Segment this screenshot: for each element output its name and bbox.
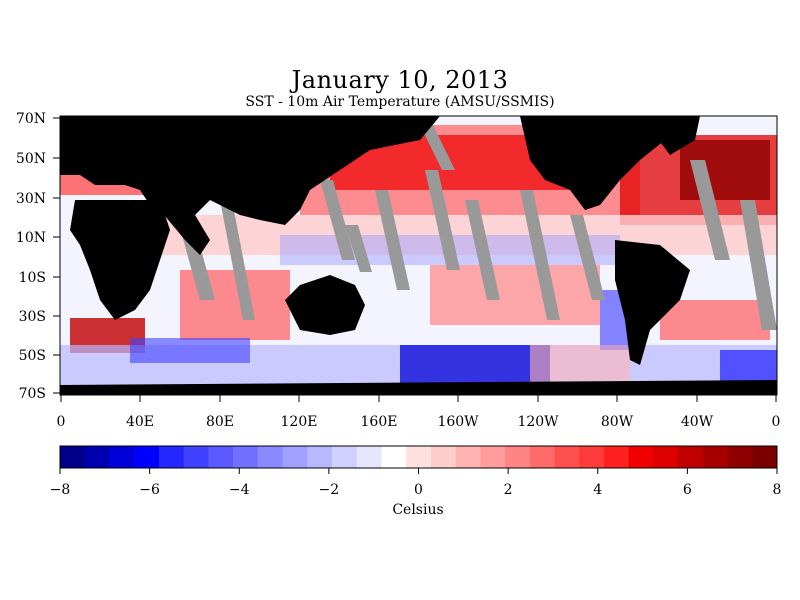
lon-label-40w: 40W (681, 414, 714, 430)
colorbar-cell (134, 446, 160, 468)
colorbar-cell (331, 446, 358, 468)
colorbar-cell (455, 446, 481, 468)
colorbar-cell (406, 446, 432, 468)
colorbar-tick-label: 0 (414, 482, 423, 498)
colorbar-cell (109, 446, 135, 468)
colorbar-cell (60, 446, 86, 468)
lat-label-30s: 30S (19, 309, 46, 325)
map-subtitle: SST - 10m Air Temperature (AMSU/SSMIS) (245, 94, 555, 110)
colorbar-tick-label: −4 (229, 482, 250, 498)
colorbar (60, 446, 778, 468)
lon-label-80e: 80E (206, 414, 234, 430)
colorbar-cell (702, 446, 729, 468)
colorbar-cell (727, 446, 753, 468)
colorbar-cell (183, 446, 209, 468)
lon-label-160e: 160E (361, 414, 398, 430)
colorbar-cell (282, 446, 308, 468)
colorbar-units-label: Celsius (392, 502, 443, 518)
colorbar-cell (505, 446, 531, 468)
longitude-axis: 0 40E 80E 120E 160E 160W 120W 80W 40W 0 (57, 395, 781, 430)
colorbar-tick-label: −6 (139, 482, 160, 498)
colorbar-tick-label: −8 (50, 482, 71, 498)
map-frame (59, 115, 778, 396)
colorbar-cell (752, 446, 778, 468)
lat-label-50s: 50S (19, 348, 46, 364)
colorbar-cell (653, 446, 679, 468)
colorbar-cell (554, 446, 580, 468)
colorbar-cell (381, 446, 407, 468)
colorbar-tick-label: 6 (683, 482, 692, 498)
colorbar-tick-label: 2 (504, 482, 513, 498)
lat-label-70s: 70S (19, 386, 46, 402)
lon-label-120w: 120W (517, 414, 559, 430)
no-data-swaths (175, 125, 777, 330)
colorbar-cell (678, 446, 704, 468)
lon-label-0-right: 0 (772, 414, 781, 430)
colorbar-cell (158, 446, 185, 468)
colorbar-cell (529, 446, 555, 468)
colorbar-cell (307, 446, 333, 468)
colorbar-ticks: −8 −6 −4 −2 0 2 4 6 8 (50, 468, 782, 498)
lon-label-120e: 120E (281, 414, 318, 430)
colorbar-cell (480, 446, 506, 468)
colorbar-cell (430, 446, 457, 468)
colorbar-cell (356, 446, 382, 468)
colorbar-tick-label: 8 (773, 482, 782, 498)
lat-label-30n: 30N (16, 191, 46, 207)
land-masses (60, 116, 777, 395)
lon-label-0-left: 0 (57, 414, 66, 430)
colorbar-tick-label: −2 (319, 482, 340, 498)
lon-label-160w: 160W (437, 414, 479, 430)
lat-label-10s: 10S (19, 270, 46, 286)
colorbar-tick-label: 4 (593, 482, 602, 498)
lat-label-10n: 10N (16, 230, 46, 246)
colorbar-cell (603, 446, 630, 468)
colorbar-cell (84, 446, 110, 468)
lat-label-50n: 50N (16, 151, 46, 167)
colorbar-cell (208, 446, 234, 468)
colorbar-cell (579, 446, 605, 468)
lat-label-70n: 70N (16, 111, 46, 127)
colorbar-cell (233, 446, 259, 468)
latitude-axis: 70N 50N 30N 10N 10S 30S 50S 70S (16, 111, 60, 402)
map-title: January 10, 2013 (291, 66, 509, 94)
sst-anomaly-field (60, 116, 777, 395)
lon-label-80w: 80W (601, 414, 634, 430)
colorbar-cell (628, 446, 654, 468)
colorbar-cell (257, 446, 284, 468)
lon-label-40e: 40E (126, 414, 154, 430)
